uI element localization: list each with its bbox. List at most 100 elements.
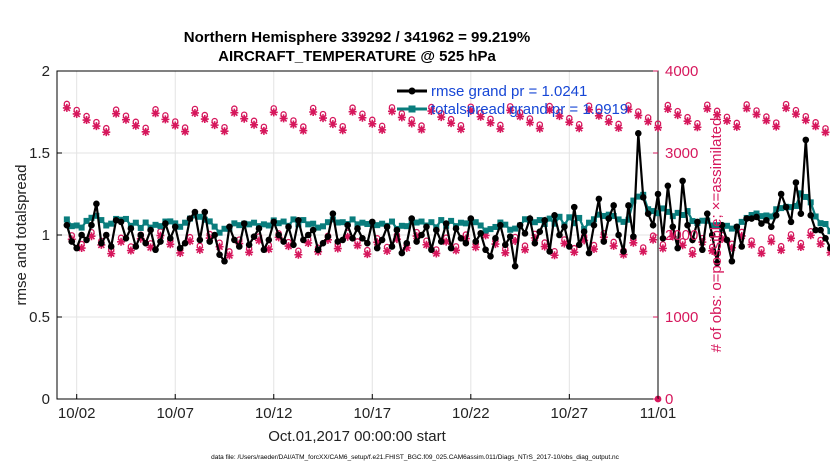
obs-assimilated-marker (245, 248, 254, 257)
legend-rmse-marker (408, 87, 416, 95)
obs-assimilated-marker (594, 111, 603, 120)
obs-assimilated-marker (737, 231, 746, 240)
obs-assimilated-marker (343, 232, 352, 241)
rmse-point (186, 215, 194, 222)
spread-point (182, 219, 189, 226)
rmse-point (73, 244, 81, 252)
rmse-point (575, 241, 583, 249)
rmse-point (231, 236, 238, 244)
tick-layer: 10/02 10/07 10/12 10/17 10/22 10/27 11/0100.51… (29, 63, 698, 422)
rmse-point (639, 193, 647, 201)
spread-point (388, 218, 395, 225)
obs-assimilated-marker (161, 115, 170, 124)
obs-assimilated-marker (486, 118, 495, 127)
rmse-point (679, 177, 686, 185)
obs-assimilated-marker (102, 128, 111, 137)
rmse-point (93, 200, 100, 208)
spread-point (684, 208, 691, 215)
x-tick-label: 10/27 (551, 405, 589, 422)
spread-point (354, 221, 361, 228)
obs-assimilated-marker (683, 117, 692, 126)
spread-point (768, 213, 775, 220)
spread-point (659, 205, 666, 212)
obs-assimilated-marker (520, 245, 529, 254)
spread-point (152, 221, 159, 228)
rmse-point (664, 182, 672, 190)
y-left-tick-label: 0.5 (29, 309, 50, 326)
rmse-point (181, 239, 189, 247)
rmse-point (102, 231, 110, 239)
x-tick-label: 11/01 (640, 405, 676, 422)
spread-point (507, 226, 514, 233)
spread-point (531, 219, 538, 226)
obs-assimilated-marker (368, 119, 377, 128)
rmse-point (314, 246, 322, 254)
spread-point (398, 222, 405, 229)
obs-assimilated-marker (816, 239, 825, 248)
rmse-point (167, 234, 174, 242)
obs-assimilated-marker (279, 114, 288, 123)
data-file-footnote: data file: /Users/raeder/DAI/ATM_forcXX/… (211, 454, 620, 461)
spread-point (142, 219, 149, 226)
obs-assimilated-marker (358, 113, 367, 122)
spread-point (246, 221, 253, 228)
spread-point (699, 217, 706, 224)
rmse-point (176, 244, 184, 252)
spread-point (822, 221, 829, 228)
spread-point (315, 224, 322, 231)
spread-point (98, 217, 105, 224)
obs-assimilated-marker (190, 108, 199, 117)
rmse-point (487, 253, 494, 260)
spread-point (674, 209, 681, 216)
spread-point (78, 224, 85, 231)
obs-assimilated-marker (126, 246, 135, 255)
spread-point (635, 193, 642, 200)
spread-point (211, 223, 218, 230)
obs-assimilated-marker (801, 116, 810, 125)
obs-assimilated-marker (250, 120, 259, 129)
spread-point (748, 211, 755, 218)
rmse-point (83, 236, 90, 244)
obs-assimilated-marker (767, 237, 776, 246)
obs-assimilated-marker (225, 251, 234, 260)
obs-assimilated-marker (141, 127, 150, 136)
obs-assimilated-marker (176, 248, 185, 257)
obs-assimilated-marker (289, 120, 298, 129)
rmse-point (758, 220, 765, 227)
rmse-point (142, 239, 149, 247)
spread-point (802, 193, 809, 200)
obs-assimilated-marker (560, 239, 569, 248)
obs-assimilated-marker (353, 241, 362, 250)
rmse-point (610, 202, 617, 209)
rmse-point (171, 223, 179, 231)
obs-assimilated-marker (796, 243, 805, 252)
rmse-point (304, 231, 312, 239)
spread-point (457, 219, 464, 226)
obs-assimilated-marker (589, 245, 598, 254)
obs-assimilated-marker (417, 125, 426, 134)
spread-point (492, 223, 499, 230)
spread-point (773, 206, 780, 213)
obs-assimilated-marker (491, 240, 500, 249)
rmse-point (457, 234, 465, 242)
obs-assimilated-marker (821, 128, 830, 137)
obs-assimilated-marker (87, 232, 96, 241)
rmse-point (649, 221, 657, 229)
rmse-point (615, 231, 622, 239)
rmse-point (728, 257, 736, 265)
rmse-point (137, 231, 145, 239)
obs-assimilated-marker (200, 115, 209, 124)
y-right-tick-label: 4000 (665, 63, 698, 80)
spread-point (576, 214, 583, 221)
rmse-point (280, 238, 287, 245)
spread-point (428, 219, 435, 226)
rmse-point (654, 190, 662, 198)
spread-point (201, 216, 208, 223)
obs-assimilated-marker (609, 241, 618, 250)
rmse-point (368, 218, 376, 226)
obs-assimilated-marker (112, 109, 121, 118)
spread-point (320, 223, 327, 230)
rmse-point (132, 243, 140, 250)
rmse-point (235, 243, 243, 250)
rmse-point (201, 208, 209, 216)
